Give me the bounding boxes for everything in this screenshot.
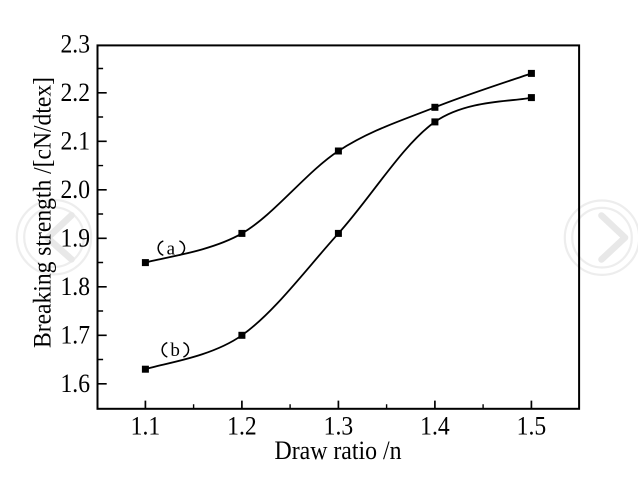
svg-text:Breaking strength /[cN/dtex]: Breaking strength /[cN/dtex] — [30, 77, 57, 348]
svg-text:2.2: 2.2 — [61, 78, 91, 107]
svg-text:b: b — [170, 340, 180, 361]
svg-text:1.5: 1.5 — [517, 411, 547, 440]
svg-text:1.9: 1.9 — [61, 224, 91, 253]
svg-text:2.3: 2.3 — [61, 30, 91, 59]
svg-text:2.0: 2.0 — [61, 175, 91, 204]
svg-text:1.3: 1.3 — [324, 411, 354, 440]
svg-text:1.7: 1.7 — [61, 321, 91, 350]
svg-text:1.2: 1.2 — [227, 411, 257, 440]
svg-text:a: a — [167, 238, 176, 259]
svg-text:1.4: 1.4 — [420, 411, 450, 440]
svg-text:1.1: 1.1 — [131, 411, 161, 440]
svg-text:1.8: 1.8 — [61, 272, 91, 301]
svg-text:1.6: 1.6 — [61, 369, 91, 398]
svg-text:2.1: 2.1 — [61, 127, 91, 156]
svg-text:Draw ratio /n: Draw ratio /n — [275, 436, 402, 465]
